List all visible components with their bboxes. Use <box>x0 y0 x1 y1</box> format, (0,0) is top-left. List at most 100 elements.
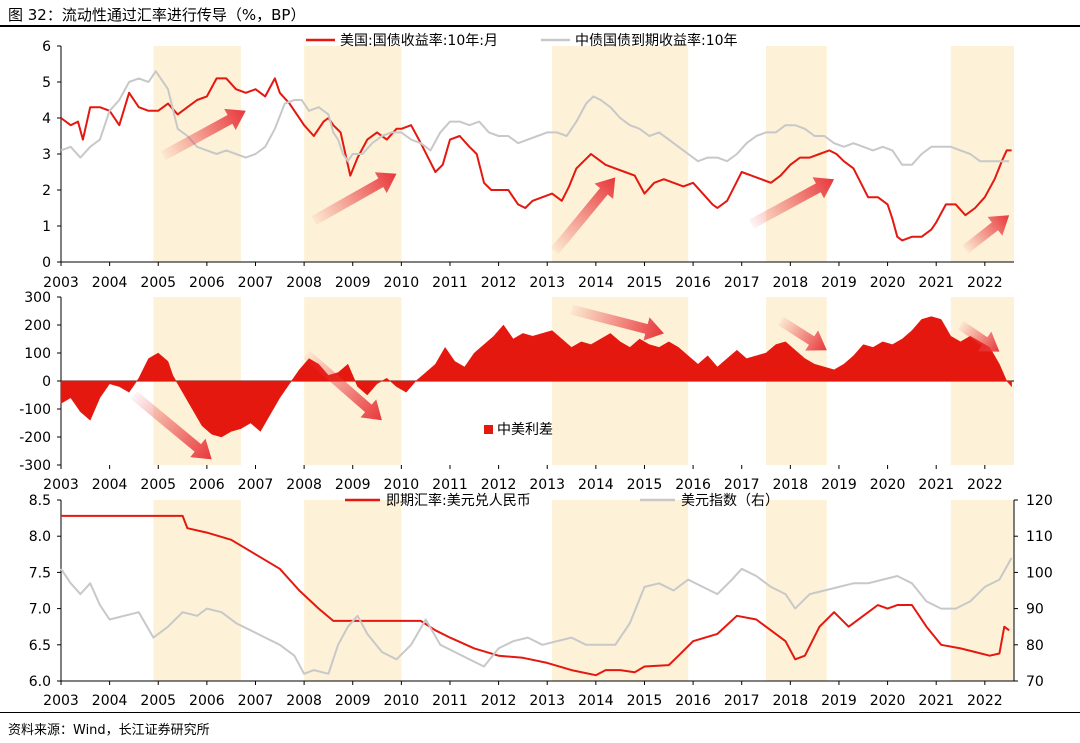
y-tick-label-0-1: 1 <box>42 219 51 235</box>
y-tick-label-0-0: 0 <box>42 255 51 271</box>
series-line-0-0 <box>60 77 1012 242</box>
x-tick-label-2-10: 2013 <box>529 693 565 709</box>
x-tick-label-1-18: 2021 <box>918 477 954 493</box>
figure-title: 图 32：流动性通过汇率进行传导（%，BP） <box>8 6 306 24</box>
legend-label-cn10y: 中债国债到期收益率:10年 <box>575 32 738 49</box>
trend-arrow-0-3 <box>749 177 835 229</box>
x-tick-label-0-19: 2022 <box>967 275 1003 291</box>
x-tick-label-1-19: 2022 <box>967 477 1003 493</box>
x-tick-label-2-0: 2003 <box>43 693 79 709</box>
x-tick-label-0-0: 2003 <box>43 275 79 291</box>
x-tick-label-1-8: 2011 <box>432 477 468 493</box>
x-tick-label-2-11: 2014 <box>578 693 614 709</box>
x-tick-label-2-12: 2015 <box>627 693 663 709</box>
trend-arrow-0-2-shape <box>550 177 616 255</box>
highlight-band-2-0 <box>153 500 241 681</box>
y-tick-label-1-2: -100 <box>19 402 51 418</box>
y-tick-label-2-1: 6.5 <box>29 638 51 654</box>
x-tick-label-0-12: 2015 <box>627 275 663 291</box>
bottom-rule <box>0 712 1080 713</box>
trend-arrow-1-4 <box>957 320 1000 352</box>
legend-label-spread: 中美利差 <box>497 422 553 438</box>
x-tick-label-1-6: 2009 <box>335 477 371 493</box>
x-tick-label-0-7: 2010 <box>384 275 420 291</box>
trend-arrow-1-0-shape <box>130 391 212 460</box>
legend-label-dxy: 美元指数（右） <box>681 493 779 509</box>
y-tick-label-2-3: 7.5 <box>29 565 51 581</box>
source-note: 资料来源：Wind，长江证券研究所 <box>8 723 210 738</box>
x-tick-label-0-16: 2019 <box>821 275 857 291</box>
trend-arrow-0-1-shape <box>311 172 397 225</box>
x-tick-label-1-12: 2015 <box>627 477 663 493</box>
highlight-band-2-3 <box>766 500 827 681</box>
x-tick-label-0-18: 2021 <box>918 275 954 291</box>
x-tick-label-1-4: 2007 <box>238 477 274 493</box>
x-tick-label-2-4: 2007 <box>238 693 274 709</box>
trend-arrow-0-3-shape <box>749 177 835 229</box>
trend-arrow-1-3-shape <box>777 316 827 351</box>
trend-arrow-1-1 <box>303 350 382 421</box>
y-tick-label-0-6: 6 <box>42 39 51 55</box>
trend-arrow-0-2 <box>550 177 616 255</box>
y-tick-label-2-0: 6.0 <box>29 674 51 690</box>
y-tick-label-0-3: 3 <box>42 147 51 163</box>
x-tick-label-0-4: 2007 <box>238 275 274 291</box>
x-tick-label-1-10: 2013 <box>529 477 565 493</box>
x-tick-label-2-5: 2008 <box>286 693 322 709</box>
x-tick-label-1-17: 2020 <box>870 477 906 493</box>
legend-label-usdcny: 即期汇率:美元兑人民币 <box>386 492 531 509</box>
x-tick-label-0-2: 2005 <box>140 275 176 291</box>
legend-label-us10y: 美国:国债收益率:10年:月 <box>340 32 498 49</box>
x-tick-label-2-14: 2017 <box>724 693 760 709</box>
x-tick-label-0-13: 2016 <box>675 275 711 291</box>
x-tick-label-0-6: 2009 <box>335 275 371 291</box>
x-tick-label-2-2: 2005 <box>140 693 176 709</box>
x-tick-label-0-17: 2020 <box>870 275 906 291</box>
x-tick-label-1-13: 2016 <box>675 477 711 493</box>
x-tick-label-1-16: 2019 <box>821 477 857 493</box>
y-tick-label-1-5: 200 <box>24 318 51 334</box>
x-tick-label-1-1: 2004 <box>92 477 128 493</box>
y-right-tick-label-2-1: 80 <box>1026 638 1044 654</box>
x-tick-label-2-16: 2019 <box>821 693 857 709</box>
series-area-1-0 <box>60 316 1012 438</box>
y-right-tick-label-2-5: 120 <box>1026 493 1053 509</box>
legend-swatch-spread <box>484 425 493 434</box>
x-tick-label-2-17: 2020 <box>870 693 906 709</box>
trend-arrow-1-1-shape <box>303 350 382 421</box>
trend-arrow-0-0 <box>160 108 246 161</box>
x-tick-label-2-18: 2021 <box>918 693 954 709</box>
y-tick-label-2-2: 7.0 <box>29 602 51 618</box>
x-tick-label-1-9: 2012 <box>481 477 517 493</box>
y-tick-label-1-0: -300 <box>19 458 51 474</box>
trend-arrow-1-4-shape <box>957 320 1000 352</box>
highlight-band-2-1 <box>304 500 402 681</box>
x-tick-label-2-7: 2010 <box>384 693 420 709</box>
y-tick-label-0-5: 5 <box>42 75 51 91</box>
x-tick-label-0-1: 2004 <box>92 275 128 291</box>
x-tick-label-1-2: 2005 <box>140 477 176 493</box>
y-right-tick-label-2-0: 70 <box>1026 674 1044 690</box>
x-tick-label-2-13: 2016 <box>675 693 711 709</box>
y-right-tick-label-2-3: 100 <box>1026 565 1053 581</box>
y-tick-label-0-2: 2 <box>42 183 51 199</box>
trend-arrow-0-4-shape <box>962 215 1010 254</box>
title-rule <box>0 25 1080 27</box>
x-tick-label-0-9: 2012 <box>481 275 517 291</box>
x-tick-label-2-3: 2006 <box>189 693 225 709</box>
x-tick-label-1-11: 2014 <box>578 477 614 493</box>
x-tick-label-1-15: 2018 <box>773 477 809 493</box>
trend-arrow-1-2-shape <box>570 304 664 341</box>
x-tick-label-2-19: 2022 <box>967 693 1003 709</box>
trend-arrow-0-4 <box>962 215 1010 254</box>
x-tick-label-0-8: 2011 <box>432 275 468 291</box>
x-tick-label-0-3: 2006 <box>189 275 225 291</box>
x-tick-label-0-15: 2018 <box>773 275 809 291</box>
trend-arrow-1-0 <box>130 391 212 460</box>
y-tick-label-2-4: 8.0 <box>29 529 51 545</box>
x-tick-label-2-6: 2009 <box>335 693 371 709</box>
y-tick-label-1-6: 300 <box>24 290 51 306</box>
y-right-tick-label-2-2: 90 <box>1026 602 1044 618</box>
y-right-tick-label-2-4: 110 <box>1026 529 1053 545</box>
x-tick-label-0-5: 2008 <box>286 275 322 291</box>
